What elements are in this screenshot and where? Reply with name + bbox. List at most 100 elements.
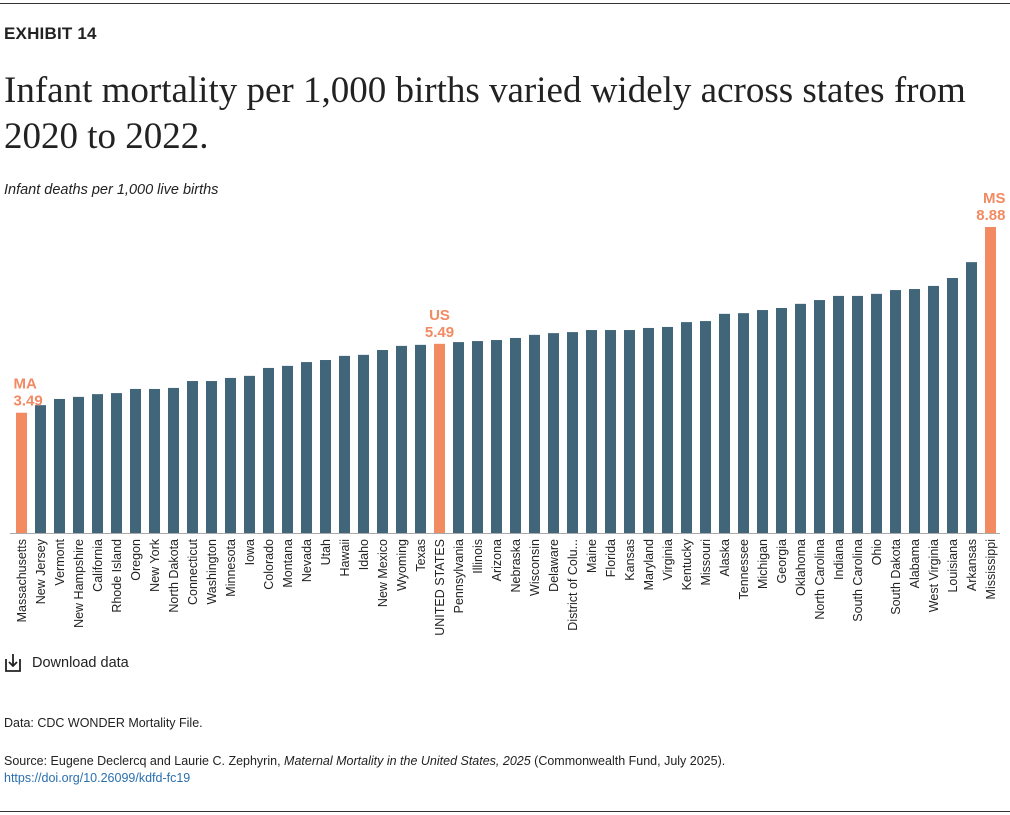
x-tick-label: Maryland: [642, 539, 656, 590]
x-tick-label: Wisconsin: [528, 539, 542, 596]
data-note: Data: CDC WONDER Mortality File.: [4, 716, 203, 730]
x-tick-label: North Dakota: [167, 539, 181, 613]
x-tick-label: Minnesota: [224, 539, 238, 597]
x-tick-label: Montana: [281, 539, 295, 588]
x-tick-label: Idaho: [357, 539, 371, 570]
download-label: Download data: [32, 655, 129, 671]
bar-indiana: [833, 295, 844, 533]
chart-title: Infant mortality per 1,000 births varied…: [4, 70, 966, 157]
bar-alaska: [719, 313, 730, 533]
bar-missouri: [700, 321, 711, 533]
bar-oklahoma: [795, 303, 806, 533]
x-tick-label: Maine: [585, 539, 599, 573]
x-tick-label: Colorado: [262, 539, 276, 590]
x-tick-label: Louisiana: [946, 539, 960, 593]
bar-nebraska: [510, 337, 521, 533]
x-tick-label: Nevada: [300, 539, 314, 582]
x-tick-label: Connecticut: [186, 538, 200, 605]
annotation-value: 3.49: [14, 393, 43, 410]
bar-nevada: [301, 362, 312, 533]
x-tick-label: Iowa: [243, 539, 257, 565]
x-tick-label: Ohio: [870, 539, 884, 565]
x-tick-label: Alaska: [718, 539, 732, 577]
x-tick-label: Wyoming: [395, 539, 409, 591]
x-tick-label: Oregon: [129, 539, 143, 581]
top-rule: [0, 3, 1010, 4]
x-tick-label: Hawaii: [338, 539, 352, 577]
bar-illinois: [472, 341, 483, 533]
x-tick-label: Michigan: [756, 539, 770, 589]
bar-pennsylvania: [453, 342, 464, 533]
bar-louisiana: [947, 278, 958, 533]
bar-north-carolina: [814, 300, 825, 533]
x-tick-label: New Jersey: [34, 538, 48, 604]
bar-connecticut: [187, 381, 198, 533]
annotation-value: 8.88: [976, 207, 1005, 224]
bar-oregon: [130, 388, 141, 533]
annotation-value: 5.49: [425, 324, 454, 341]
annotation-abbr: MS: [983, 190, 1006, 207]
x-tick-label: Pennsylvania: [452, 539, 466, 613]
bar-arizona: [491, 340, 502, 533]
bar-new-hampshire: [73, 396, 84, 533]
x-tick-label: UNITED STATES: [433, 539, 447, 636]
x-tick-label: Kentucky: [680, 538, 694, 590]
x-tick-label: North Carolina: [813, 539, 827, 620]
x-tick-label: Illinois: [471, 539, 485, 574]
bar-texas: [415, 344, 426, 533]
bar-tennessee: [738, 313, 749, 533]
x-tick-label: New Hampshire: [72, 539, 86, 628]
x-tick-label: Oklahoma: [794, 539, 808, 596]
bar-north-dakota: [168, 387, 179, 533]
x-tick-label: Vermont: [53, 538, 67, 585]
bar-kansas: [624, 330, 635, 533]
x-tick-label: Florida: [604, 539, 618, 577]
download-icon: [5, 654, 21, 672]
source-suffix: (Commonwealth Fund, July 2025).: [530, 754, 726, 768]
bar-iowa: [244, 375, 255, 533]
bar-alabama: [909, 289, 920, 533]
x-tick-label: Virginia: [661, 539, 675, 581]
bar-west-virginia: [928, 285, 939, 533]
x-tick-label: Delaware: [547, 539, 561, 592]
x-tick-label: West Virginia: [927, 539, 941, 612]
x-tick-label: Tennessee: [737, 539, 751, 600]
bar-washington: [206, 381, 217, 533]
bar-idaho: [358, 354, 369, 533]
bar-new-mexico: [377, 350, 388, 533]
annotation-abbr: US: [429, 307, 450, 324]
x-tick-label: Washington: [205, 539, 219, 605]
source-prefix: Source: Eugene Declercq and Laurie C. Ze…: [4, 754, 285, 768]
x-tick-label: New York: [148, 538, 162, 592]
bar-ohio: [871, 293, 882, 533]
x-tick-label: Rhode Island: [110, 539, 124, 613]
bar-utah: [320, 360, 331, 533]
source-title: Maternal Mortality in the United States,…: [284, 754, 531, 768]
bar-montana: [282, 365, 293, 533]
bar-maine: [586, 330, 597, 533]
bar-rhode-island: [111, 393, 122, 533]
bar-minnesota: [225, 377, 236, 533]
x-tick-label: Utah: [319, 539, 333, 565]
bar-south-carolina: [852, 295, 863, 533]
bar-georgia: [776, 307, 787, 533]
exhibit-label: EXHIBIT 14: [4, 24, 97, 43]
bar-new-jersey: [35, 405, 46, 533]
x-tick-label: New Mexico: [376, 539, 390, 607]
bar-mississippi: [985, 227, 996, 533]
bar-massachusetts: [16, 412, 27, 533]
download-data-button[interactable]: Download data: [4, 653, 129, 673]
annotation-abbr: MA: [14, 376, 37, 393]
x-tick-label: Mississippi: [984, 539, 998, 599]
x-tick-label: California: [91, 539, 105, 592]
x-tick-label: Kansas: [623, 539, 637, 581]
bar-vermont: [54, 398, 65, 533]
doi-link[interactable]: https://doi.org/10.26099/kdfd-fc19: [4, 771, 191, 785]
bar-california: [92, 394, 103, 533]
x-tick-label: Arizona: [490, 539, 504, 581]
bar-kentucky: [681, 322, 692, 533]
x-tick-label: Indiana: [832, 539, 846, 580]
bottom-rule: [0, 811, 1010, 812]
bar-united-states: [434, 343, 445, 533]
bar-virginia: [662, 326, 673, 533]
